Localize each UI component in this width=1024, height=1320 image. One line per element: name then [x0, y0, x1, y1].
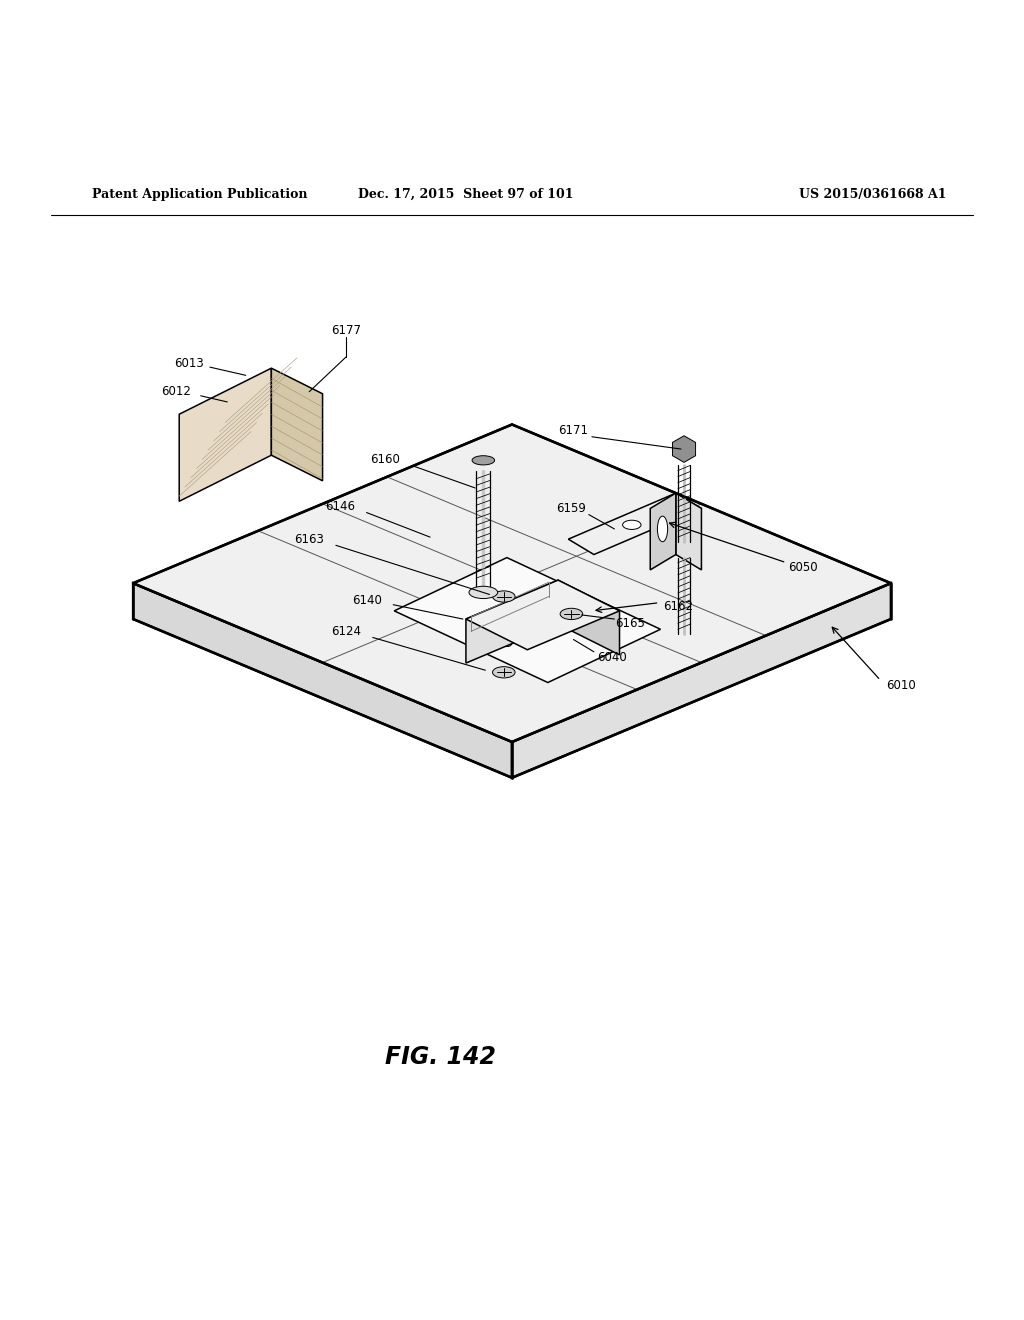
Ellipse shape — [493, 667, 515, 678]
Polygon shape — [512, 583, 891, 777]
Text: US 2015/0361668 A1: US 2015/0361668 A1 — [799, 187, 946, 201]
Text: 6010: 6010 — [886, 678, 915, 692]
Polygon shape — [558, 579, 620, 655]
Text: 6012: 6012 — [161, 385, 191, 399]
Ellipse shape — [488, 635, 511, 647]
Polygon shape — [466, 579, 558, 663]
Polygon shape — [466, 579, 620, 649]
Text: 6146: 6146 — [325, 500, 355, 513]
Text: Dec. 17, 2015  Sheet 97 of 101: Dec. 17, 2015 Sheet 97 of 101 — [358, 187, 573, 201]
Ellipse shape — [657, 516, 668, 541]
Text: 6165: 6165 — [614, 616, 645, 630]
Text: 6013: 6013 — [174, 356, 205, 370]
Text: 6177: 6177 — [331, 323, 361, 337]
Polygon shape — [133, 425, 891, 742]
Ellipse shape — [493, 591, 515, 602]
Text: 6162: 6162 — [664, 601, 693, 614]
Ellipse shape — [623, 520, 641, 529]
Ellipse shape — [560, 609, 583, 619]
Polygon shape — [568, 494, 701, 554]
Text: 6124: 6124 — [331, 624, 361, 638]
Polygon shape — [179, 368, 271, 502]
Text: 6171: 6171 — [558, 424, 589, 437]
Polygon shape — [394, 557, 660, 682]
Ellipse shape — [469, 586, 498, 598]
Polygon shape — [676, 494, 701, 570]
Text: 6160: 6160 — [370, 453, 400, 466]
Text: 6159: 6159 — [556, 502, 587, 515]
Polygon shape — [271, 368, 323, 480]
Text: 6140: 6140 — [351, 594, 382, 607]
Text: 6040: 6040 — [597, 652, 628, 664]
Polygon shape — [650, 494, 676, 570]
Ellipse shape — [472, 455, 495, 465]
Text: 6050: 6050 — [788, 561, 818, 574]
Text: FIG. 142: FIG. 142 — [385, 1045, 496, 1069]
Text: 6163: 6163 — [294, 533, 325, 545]
Polygon shape — [133, 583, 512, 777]
Text: Patent Application Publication: Patent Application Publication — [92, 187, 307, 201]
